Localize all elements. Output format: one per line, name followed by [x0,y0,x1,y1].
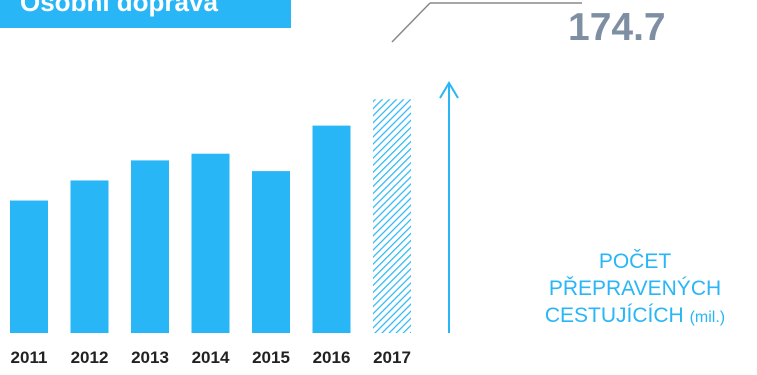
y-axis-label-line-3: CESTUJÍCÍCH [544,304,684,327]
x-tick-2016: 2016 [313,348,351,367]
x-tick-2013: 2013 [131,348,169,367]
bar-2013 [131,160,169,333]
bar-2017 [373,99,411,333]
y-axis-label: POČET PŘEPRAVENÝCH CESTUJÍCÍCH (mil.) [500,248,757,331]
y-axis-label-line-2: PŘEPRAVENÝCH [548,277,722,300]
bar-2014 [191,153,230,333]
y-axis-unit: (mil.) [689,309,726,326]
y-axis-label-line-1: POČET [598,250,672,273]
growth-arrow-head [439,81,459,99]
bar-2012 [70,180,109,333]
highlight-value: 174.7 [568,6,666,49]
x-tick-2012: 2012 [71,348,109,367]
bar-2016 [312,125,351,333]
x-tick-2015: 2015 [252,348,290,367]
section-badge: Osobní doprava [0,0,291,28]
bar-2011 [10,200,48,333]
x-tick-2017: 2017 [373,348,411,367]
callout-line [391,2,431,43]
x-tick-2014: 2014 [192,348,230,367]
bar-2015 [252,171,290,333]
x-tick-2011: 2011 [11,348,48,367]
section-title: Osobní doprava [20,0,218,17]
